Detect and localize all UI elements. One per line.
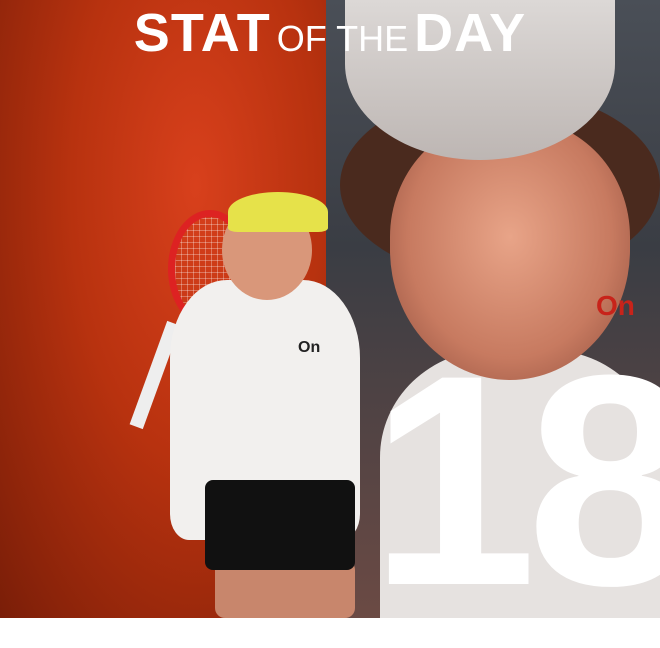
player-cap xyxy=(228,192,328,232)
shirt-logo: On xyxy=(298,339,321,356)
portrait-shirt xyxy=(380,350,660,618)
portrait-face xyxy=(390,120,630,380)
title-of-the: OF THE xyxy=(276,18,409,59)
portrait-shirt-logo: On xyxy=(596,290,635,321)
title-stat: STAT xyxy=(133,3,271,63)
page-title: STAT OF THE DAY xyxy=(0,2,660,64)
title-day: DAY xyxy=(414,3,527,63)
portrait-cap xyxy=(345,0,615,160)
stat-number: 18 xyxy=(370,312,660,648)
player-shorts xyxy=(205,480,355,570)
